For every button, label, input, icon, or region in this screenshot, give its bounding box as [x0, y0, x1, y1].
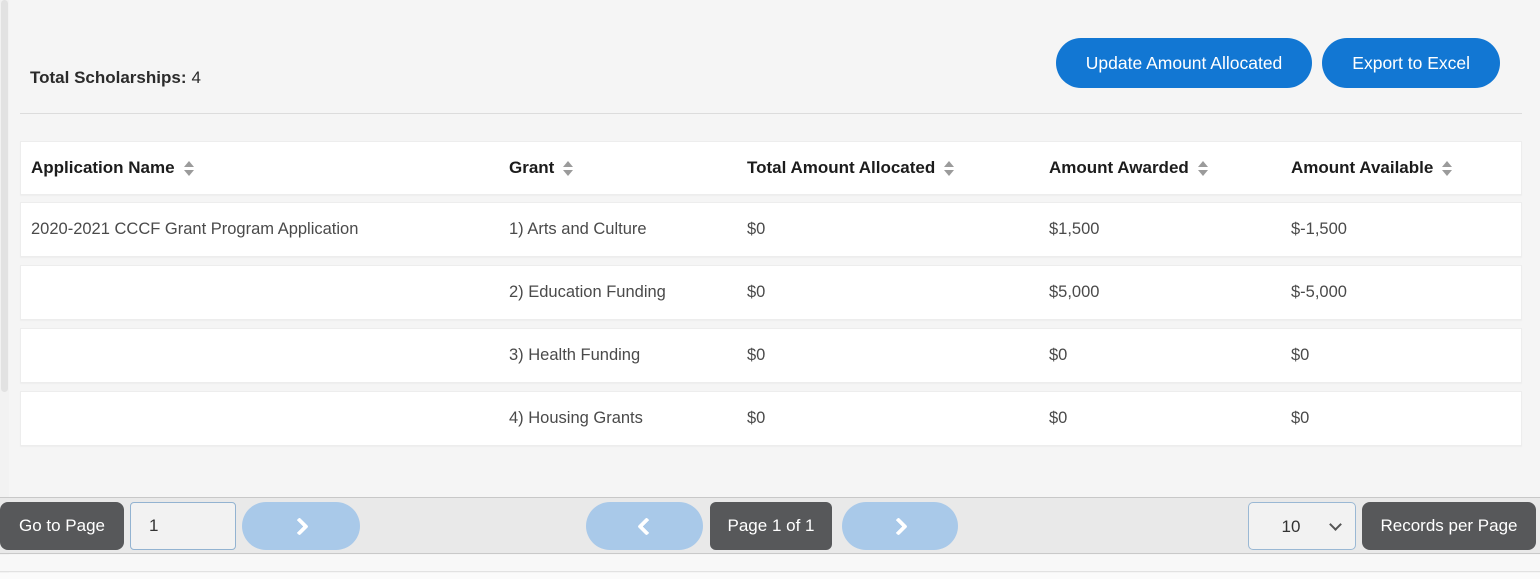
update-amount-allocated-button[interactable]: Update Amount Allocated	[1055, 38, 1313, 88]
column-header-label: Amount Available	[1291, 158, 1434, 177]
table-header-row: Application Name Grant Total Amount Allo…	[20, 141, 1522, 195]
column-header-label: Grant	[509, 158, 555, 177]
column-header-label: Application Name	[31, 158, 175, 177]
cell-total-amount-allocated: $0	[747, 346, 766, 364]
scholarships-table: Application Name Grant Total Amount Allo…	[20, 141, 1522, 454]
records-per-page-select-wrap: 10	[1248, 502, 1356, 550]
cell-grant: 4) Housing Grants	[509, 409, 643, 427]
cell-total-amount-allocated: $0	[747, 409, 766, 427]
cell-grant: 1) Arts and Culture	[509, 220, 647, 238]
cell-amount-awarded: $5,000	[1049, 283, 1100, 301]
table-row: 3) Health Funding $0 $0 $0	[20, 328, 1522, 383]
sort-icon[interactable]	[184, 161, 194, 176]
sort-icon[interactable]	[1198, 161, 1208, 176]
total-scholarships-label: Total Scholarships:	[30, 68, 187, 87]
total-scholarships-summary: Total Scholarships: 4	[30, 68, 201, 88]
column-header-label: Amount Awarded	[1049, 158, 1189, 177]
chevron-right-icon	[289, 516, 309, 536]
column-header-grant[interactable]: Grant	[499, 158, 737, 178]
total-scholarships-value: 4	[191, 68, 201, 87]
cell-grant: 3) Health Funding	[509, 346, 641, 364]
records-per-page-button[interactable]: Records per Page	[1362, 502, 1536, 550]
sort-icon[interactable]	[944, 161, 954, 176]
divider	[20, 113, 1522, 114]
column-header-label: Total Amount Allocated	[747, 158, 936, 177]
table-body: 2020-2021 CCCF Grant Program Application…	[20, 202, 1522, 446]
cell-amount-awarded: $0	[1049, 346, 1068, 364]
export-to-excel-button[interactable]: Export to Excel	[1322, 38, 1500, 88]
next-page-button[interactable]	[842, 502, 958, 550]
cell-amount-available: $0	[1291, 409, 1310, 427]
column-header-amount-awarded[interactable]: Amount Awarded	[1039, 158, 1281, 178]
cell-amount-available: $0	[1291, 346, 1310, 364]
cell-amount-awarded: $1,500	[1049, 220, 1100, 238]
chevron-left-icon	[637, 516, 656, 536]
go-to-page-button[interactable]: Go to Page	[0, 502, 124, 550]
sort-icon[interactable]	[1442, 161, 1452, 176]
toolbar-actions: Update Amount Allocated Export to Excel	[1055, 38, 1500, 88]
cell-amount-available: $-5,000	[1291, 283, 1347, 301]
cell-total-amount-allocated: $0	[747, 220, 766, 238]
left-scrollbar[interactable]	[0, 0, 9, 579]
table-row: 2020-2021 CCCF Grant Program Application…	[20, 202, 1522, 257]
column-header-application-name[interactable]: Application Name	[21, 158, 499, 178]
footer-strip	[0, 555, 1540, 572]
cell-grant: 2) Education Funding	[509, 283, 666, 301]
table-row: 2) Education Funding $0 $5,000 $-5,000	[20, 265, 1522, 320]
cell-amount-available: $-1,500	[1291, 220, 1347, 238]
cell-application-name: 2020-2021 CCCF Grant Program Application	[31, 220, 359, 238]
previous-page-button[interactable]	[586, 502, 703, 550]
go-to-page-submit-button[interactable]	[242, 502, 360, 550]
cell-total-amount-allocated: $0	[747, 283, 766, 301]
records-per-page-select[interactable]: 10	[1248, 502, 1356, 550]
chevron-right-icon	[888, 516, 908, 536]
footer-below	[0, 573, 1540, 579]
page-status-badge: Page 1 of 1	[710, 502, 832, 550]
column-header-amount-available[interactable]: Amount Available	[1281, 158, 1521, 178]
column-header-total-amount-allocated[interactable]: Total Amount Allocated	[737, 158, 1039, 178]
page-number-input[interactable]	[130, 502, 236, 550]
scrollbar-thumb[interactable]	[1, 0, 8, 392]
pagination-bar: Go to Page Page 1 of 1 10 Records per Pa…	[0, 497, 1540, 554]
sort-icon[interactable]	[563, 161, 573, 176]
table-row: 4) Housing Grants $0 $0 $0	[20, 391, 1522, 446]
cell-amount-awarded: $0	[1049, 409, 1068, 427]
